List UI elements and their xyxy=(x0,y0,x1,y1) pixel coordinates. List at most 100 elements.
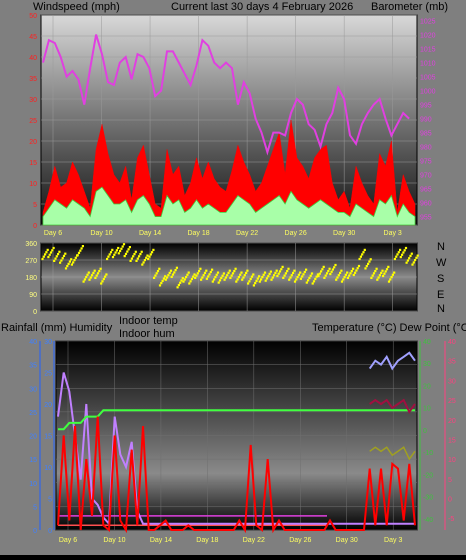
baro-y-tick: 1025 xyxy=(420,19,436,26)
direction-point xyxy=(194,276,197,279)
direction-point xyxy=(389,278,392,281)
direction-point xyxy=(299,271,302,274)
direction-point xyxy=(199,267,202,270)
wind-x-tick: Day 30 xyxy=(333,230,355,237)
direction-point xyxy=(117,246,120,250)
direction-point xyxy=(139,253,142,256)
baro-y-tick: 1010 xyxy=(420,61,436,68)
direction-point xyxy=(310,272,314,275)
barometer-line xyxy=(42,34,410,156)
direction-point xyxy=(344,273,347,276)
compass-n-bottom: N xyxy=(437,303,445,315)
direction-point xyxy=(185,276,188,279)
direction-point xyxy=(44,253,47,256)
rain-series xyxy=(57,351,416,534)
direction-point xyxy=(70,263,73,266)
direction-point xyxy=(77,251,81,254)
direction-point xyxy=(416,254,419,257)
direction-point xyxy=(142,261,145,264)
rain-x-tick: Day 14 xyxy=(150,537,172,544)
wind-x-tick: Day 10 xyxy=(90,230,112,237)
direction-point xyxy=(164,275,167,278)
direction-point xyxy=(369,258,372,261)
direction-point xyxy=(415,256,418,259)
hum-y-tick: 25 xyxy=(44,371,52,378)
wind-avg-area xyxy=(42,186,416,226)
wind-series xyxy=(42,34,416,226)
direction-point xyxy=(296,276,299,279)
direction-point xyxy=(327,270,330,273)
direction-point xyxy=(315,275,318,278)
direction-point xyxy=(275,269,278,272)
direction-point xyxy=(316,273,319,276)
dew-y-tick: -30 xyxy=(423,495,433,502)
direction-point xyxy=(124,252,128,255)
direction-point xyxy=(393,271,396,274)
direction-point xyxy=(183,278,186,281)
right-axis-label: Barometer (mb) xyxy=(371,1,448,13)
direction-point xyxy=(268,272,271,275)
direction-point xyxy=(60,259,63,262)
direction-point xyxy=(402,251,405,254)
direction-point xyxy=(318,272,321,275)
direction-point xyxy=(177,283,180,287)
direction-point xyxy=(106,257,109,261)
direction-point xyxy=(246,269,249,272)
direction-point xyxy=(68,260,71,263)
compass-e: E xyxy=(437,289,444,301)
direction-point xyxy=(241,278,244,281)
direction-point xyxy=(410,252,413,255)
direction-point xyxy=(202,274,205,277)
direction-point xyxy=(363,248,366,251)
direction-point xyxy=(243,274,246,277)
direction-point xyxy=(256,277,259,280)
rain-y-tick: 35 xyxy=(29,363,37,370)
direction-point xyxy=(86,273,89,276)
direction-point xyxy=(143,259,146,262)
rainfall-line xyxy=(57,416,416,534)
direction-point xyxy=(135,259,138,262)
direction-point xyxy=(186,273,189,276)
direction-point xyxy=(45,251,48,254)
direction-point xyxy=(262,273,265,276)
dew-y-tick: 0 xyxy=(423,428,427,435)
direction-point xyxy=(96,272,100,275)
direction-point xyxy=(173,271,176,274)
direction-point xyxy=(233,270,236,273)
direction-point xyxy=(254,282,257,285)
wind-y-tick: 45 xyxy=(29,34,37,41)
direction-point xyxy=(376,278,379,281)
direction-point xyxy=(79,249,82,252)
direction-point xyxy=(127,248,130,251)
direction-point xyxy=(395,255,398,258)
temp-y-tick: 20 xyxy=(448,418,456,425)
direction-point xyxy=(167,274,170,277)
direction-point xyxy=(293,269,296,272)
direction-point xyxy=(58,250,61,253)
direction-point xyxy=(171,273,175,276)
direction-point xyxy=(368,260,371,263)
direction-y-tick: 90 xyxy=(29,292,37,299)
direction-point xyxy=(357,264,361,268)
direction-point xyxy=(412,261,415,264)
dew-y-tick: 20 xyxy=(423,383,431,390)
direction-point xyxy=(260,278,263,281)
direction-point xyxy=(269,270,272,273)
direction-point xyxy=(74,256,77,259)
direction-point xyxy=(329,273,332,276)
direction-point xyxy=(148,255,151,258)
direction-point xyxy=(281,265,284,268)
dew-y-tick: 10 xyxy=(423,406,431,413)
direction-point xyxy=(195,274,198,277)
direction-point xyxy=(64,252,67,255)
direction-point xyxy=(222,272,225,275)
direction-point xyxy=(205,277,208,280)
direction-point xyxy=(301,275,304,278)
direction-point xyxy=(349,272,352,275)
chart-title: Current last 30 days 4 February 2026 xyxy=(171,1,353,13)
direction-point xyxy=(240,271,243,274)
direction-point xyxy=(179,281,182,284)
baro-y-tick: 990 xyxy=(420,117,432,124)
direction-point xyxy=(200,278,203,281)
